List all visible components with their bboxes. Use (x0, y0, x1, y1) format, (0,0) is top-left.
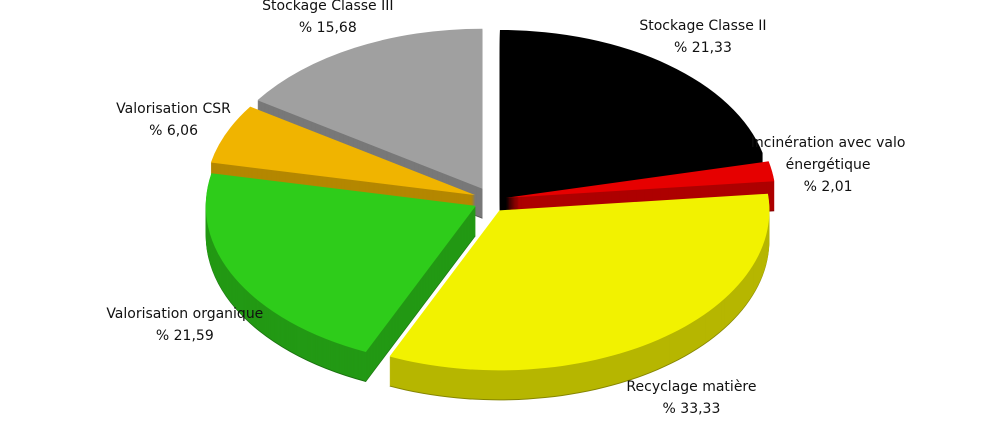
slice-label: Valorisation CSR % 6,06 (84, 98, 264, 142)
slice-value-label: % 21,33 (674, 39, 732, 56)
slice-label: Incinération avec valo énergétique % 2,01 (738, 132, 918, 198)
slice-value-label: % 33,33 (662, 401, 721, 418)
slice-name: Incinération avec valo énergétique (750, 135, 906, 174)
slice-name: Valorisation CSR (116, 100, 231, 117)
pie-slice (257, 28, 483, 189)
slice-value-label: % 6,06 (149, 122, 198, 139)
slice-label: Stockage Classe III % 15,68 (238, 0, 418, 39)
slice-label: Recyclage matière % 33,33 (601, 376, 781, 420)
pie-slice (210, 106, 476, 196)
pie-slice (505, 161, 775, 198)
pie-slice (499, 29, 763, 190)
slice-value-label: % 15,68 (298, 19, 357, 36)
pie-slice (205, 173, 476, 352)
slice-value-label: % 2,01 (803, 179, 853, 196)
slice-value-label: % 21,59 (155, 327, 214, 344)
slice-label: Valorisation organique % 21,59 (95, 303, 275, 347)
slice-label: Stockage Classe II % 21,33 (613, 15, 793, 59)
slice-name: Valorisation organique (106, 305, 264, 322)
slice-name: Recyclage matière (626, 379, 757, 396)
slice-name: Stockage Classe II (639, 17, 767, 34)
pie-slice (389, 193, 770, 371)
slice-name: Stockage Classe III (262, 0, 394, 14)
